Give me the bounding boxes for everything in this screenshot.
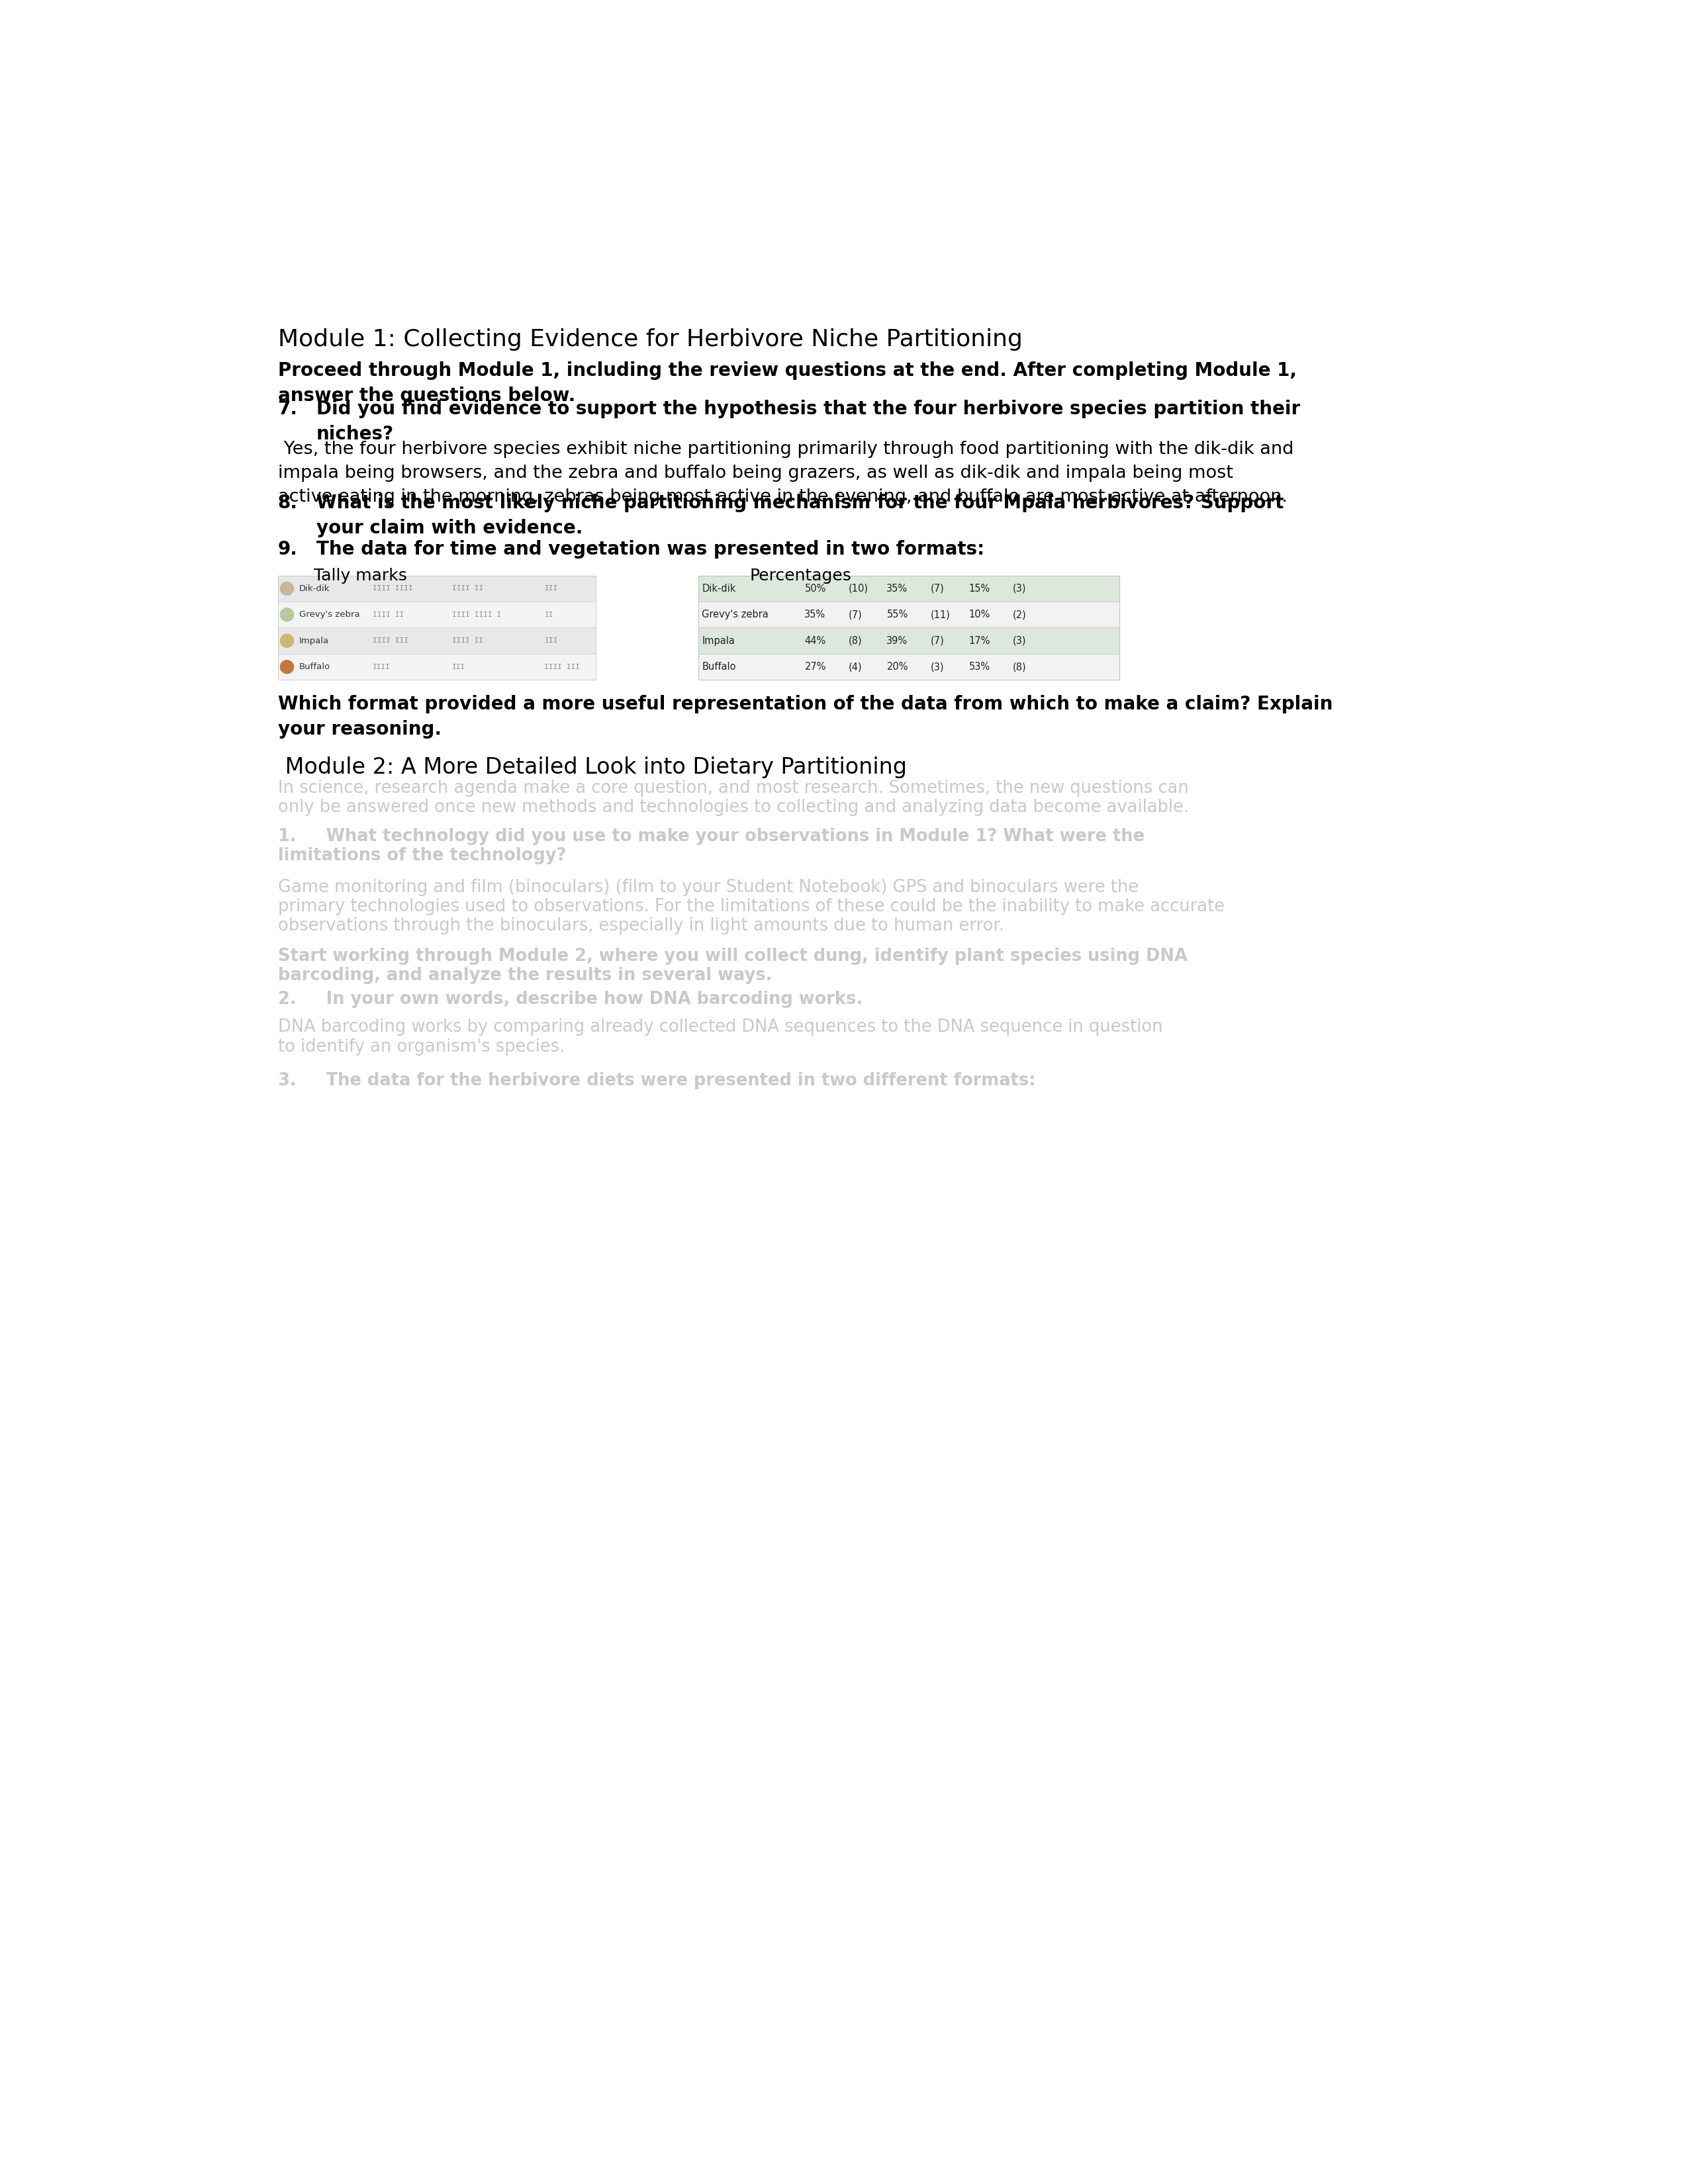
Text: limitations of the technology?: limitations of the technology? (279, 847, 565, 865)
Text: 35%: 35% (805, 609, 825, 620)
Text: The data for time and vegetation was presented in two formats:: The data for time and vegetation was pre… (316, 539, 984, 559)
Circle shape (280, 607, 294, 620)
Text: Impala: Impala (299, 636, 329, 644)
Text: IIII III: IIII III (545, 664, 581, 670)
Text: 35%: 35% (886, 583, 908, 594)
Text: Grevy's zebra: Grevy's zebra (702, 609, 768, 620)
Text: (3): (3) (1013, 636, 1026, 646)
Text: observations through the binoculars, especially in light amounts due to human er: observations through the binoculars, esp… (279, 917, 1004, 935)
Text: III: III (545, 585, 557, 592)
Text: Yes, the four herbivore species exhibit niche partitioning primarily through foo: Yes, the four herbivore species exhibit … (279, 441, 1293, 505)
Text: Start working through Module 2, where you will collect dung, identify plant spec: Start working through Module 2, where yo… (279, 948, 1187, 965)
Text: (10): (10) (847, 583, 868, 594)
Text: Buffalo: Buffalo (299, 662, 331, 670)
Bar (699, 601, 1119, 627)
Text: 53%: 53% (969, 662, 989, 673)
Text: 7.: 7. (279, 400, 297, 417)
Circle shape (280, 581, 294, 596)
Text: (3): (3) (1013, 583, 1026, 594)
Text: Dik-dik: Dik-dik (299, 585, 329, 592)
Text: 44%: 44% (805, 636, 825, 646)
Text: IIII IIII: IIII IIII (373, 585, 414, 592)
Text: 10%: 10% (969, 609, 991, 620)
Text: 15%: 15% (969, 583, 991, 594)
Circle shape (280, 633, 294, 646)
Bar (279, 577, 596, 679)
Text: 1.     What technology did you use to make your observations in Module 1? What w: 1. What technology did you use to make y… (279, 828, 1144, 845)
Text: (7): (7) (930, 583, 944, 594)
Text: IIII III: IIII III (373, 638, 408, 644)
Bar (699, 627, 1119, 653)
Text: 50%: 50% (805, 583, 825, 594)
Text: (2): (2) (1013, 609, 1026, 620)
Text: Grevy's zebra: Grevy's zebra (299, 609, 360, 618)
Text: IIII II: IIII II (452, 585, 483, 592)
Text: only be answered once new methods and technologies to collecting and analyzing d: only be answered once new methods and te… (279, 799, 1188, 817)
Text: III: III (545, 638, 557, 644)
Text: to identify an organism's species.: to identify an organism's species. (279, 1037, 564, 1055)
Text: II: II (545, 612, 554, 618)
Text: 9.: 9. (279, 539, 297, 559)
Text: Proceed through Module 1, including the review questions at the end. After compl: Proceed through Module 1, including the … (279, 360, 1296, 404)
Text: (7): (7) (847, 609, 863, 620)
Text: Tally marks: Tally marks (314, 568, 407, 583)
Circle shape (280, 660, 294, 673)
Text: (3): (3) (930, 662, 944, 673)
Text: IIII IIII I: IIII IIII I (452, 612, 501, 618)
Text: Percentages: Percentages (749, 568, 851, 583)
Text: barcoding, and analyze the results in several ways.: barcoding, and analyze the results in se… (279, 968, 771, 985)
Text: Module 1: Collecting Evidence for Herbivore Niche Partitioning: Module 1: Collecting Evidence for Herbiv… (279, 328, 1023, 352)
Bar (279, 653, 596, 679)
Text: III: III (452, 664, 466, 670)
Bar (699, 577, 1119, 679)
Text: Dik-dik: Dik-dik (702, 583, 736, 594)
Text: Impala: Impala (702, 636, 734, 646)
Text: 55%: 55% (886, 609, 908, 620)
Text: IIII: IIII (373, 664, 390, 670)
Text: What is the most likely niche partitioning mechanism for the four Mpala herbivor: What is the most likely niche partitioni… (316, 494, 1283, 537)
Text: (8): (8) (1013, 662, 1026, 673)
Bar (699, 653, 1119, 679)
Text: Which format provided a more useful representation of the data from which to mak: Which format provided a more useful repr… (279, 695, 1332, 738)
Text: DNA barcoding works by comparing already collected DNA sequences to the DNA sequ: DNA barcoding works by comparing already… (279, 1018, 1163, 1035)
Text: IIII II: IIII II (373, 612, 403, 618)
Text: (4): (4) (847, 662, 863, 673)
Bar (279, 601, 596, 627)
Text: (11): (11) (930, 609, 950, 620)
Text: 27%: 27% (805, 662, 825, 673)
Text: Module 2: A More Detailed Look into Dietary Partitioning: Module 2: A More Detailed Look into Diet… (279, 756, 906, 778)
Text: 2.     In your own words, describe how DNA barcoding works.: 2. In your own words, describe how DNA b… (279, 992, 863, 1009)
Text: IIII II: IIII II (452, 638, 483, 644)
Text: (8): (8) (847, 636, 863, 646)
Text: Buffalo: Buffalo (702, 662, 736, 673)
Bar (279, 627, 596, 653)
Text: Game monitoring and film (binoculars) (film to your Student Notebook) GPS and bi: Game monitoring and film (binoculars) (f… (279, 878, 1138, 895)
Text: In science, research agenda make a core question, and most research. Sometimes, : In science, research agenda make a core … (279, 780, 1188, 797)
Text: 3.     The data for the herbivore diets were presented in two different formats:: 3. The data for the herbivore diets were… (279, 1072, 1035, 1090)
Text: primary technologies used to observations. For the limitations of these could be: primary technologies used to observation… (279, 898, 1224, 915)
Text: (7): (7) (930, 636, 944, 646)
Bar (699, 574, 1119, 601)
Text: 39%: 39% (886, 636, 908, 646)
Text: 8.: 8. (279, 494, 297, 513)
Bar (279, 574, 596, 601)
Text: 17%: 17% (969, 636, 991, 646)
Text: Did you find evidence to support the hypothesis that the four herbivore species : Did you find evidence to support the hyp… (316, 400, 1300, 443)
Text: 20%: 20% (886, 662, 908, 673)
